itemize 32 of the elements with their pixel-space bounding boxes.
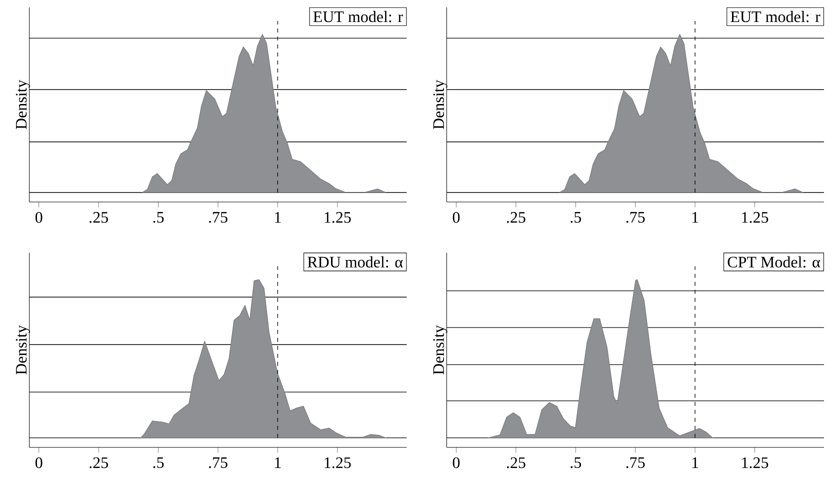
- x-tick-label: 1: [275, 212, 281, 223]
- x-tick-label: .5: [153, 457, 164, 468]
- x-tick-label: .75: [209, 457, 228, 468]
- x-tick-label: 0: [452, 457, 460, 468]
- y-axis-title: Density: [433, 80, 448, 130]
- x-tick-label: 1: [275, 457, 281, 468]
- x-tick-label: 0: [35, 212, 42, 223]
- x-tick-label: .5: [570, 457, 582, 468]
- chart-title: CPT Model: α: [728, 256, 820, 268]
- x-tick-label: .25: [506, 457, 526, 468]
- x-tick-label: 0: [452, 212, 460, 223]
- chart-title: RDU model: α: [308, 256, 403, 268]
- x-tick-label: 1.25: [324, 457, 351, 468]
- y-axis-title: Density: [16, 325, 30, 374]
- x-tick-label: .5: [570, 212, 582, 223]
- chart-title: EUT model: r: [313, 10, 403, 22]
- x-tick-label: .25: [506, 212, 526, 223]
- x-tick-label: 1: [692, 212, 698, 223]
- x-tick-label: 1.25: [742, 212, 768, 223]
- x-tick-label: .75: [626, 212, 645, 223]
- x-tick-label: .25: [90, 457, 108, 468]
- x-tick-label: .75: [626, 457, 645, 468]
- y-axis-title: Density: [433, 325, 448, 374]
- x-tick-label: 1.25: [742, 457, 768, 468]
- x-tick-label: .75: [209, 212, 228, 223]
- chart-title: EUT model: r: [730, 10, 820, 22]
- x-tick-label: .5: [153, 212, 164, 223]
- y-axis-title: Density: [16, 80, 30, 130]
- x-tick-label: 1.25: [324, 212, 351, 223]
- x-tick-label: .25: [90, 212, 108, 223]
- x-tick-label: 0: [35, 457, 42, 468]
- x-tick-label: 1: [692, 457, 698, 468]
